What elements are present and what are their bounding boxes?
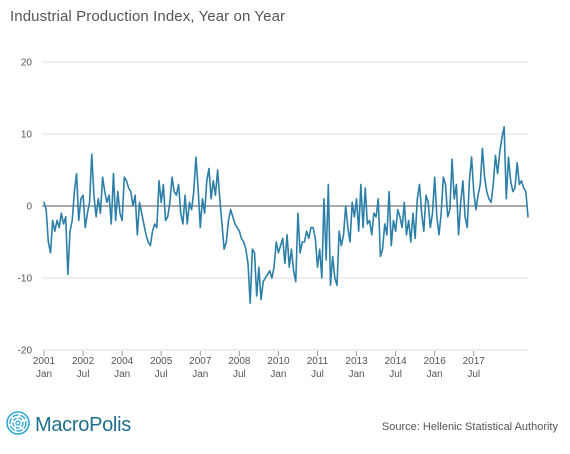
series-layer	[43, 126, 529, 305]
x-tick-year-label: 2002	[72, 356, 95, 367]
x-tick-month-label: Jan	[114, 369, 130, 380]
x-tick-month-label: Jan	[427, 369, 443, 380]
source-note: Source: Hellenic Statistical Authority	[381, 421, 558, 433]
x-tick-month-label: Jan	[348, 369, 364, 380]
y-tick-label: -10	[18, 274, 33, 285]
y-tick-label: 0	[26, 202, 32, 213]
macropolis-logo[interactable]: MacroPolis	[6, 410, 131, 440]
x-tick-month-label: Jan	[36, 369, 52, 380]
chart-title: Industrial Production Index, Year on Yea…	[10, 8, 286, 25]
x-tick-year-label: 2005	[150, 356, 173, 367]
x-tick-year-label: 2010	[267, 356, 290, 367]
x-tick-year-label: 2008	[228, 356, 251, 367]
x-tick-year-label: 2001	[33, 356, 56, 367]
x-tick-month-label: Jul	[77, 369, 90, 380]
x-tick-month-label: Jan	[192, 369, 208, 380]
x-axis-tick-labels: 2001 Jan 2002 Jul 2004 Jan 2005 Jul 2007 Jan 2008 J…	[33, 351, 485, 380]
x-tick-year-label: 2013	[345, 356, 368, 367]
y-tick-label: 10	[21, 130, 33, 141]
x-tick-month-label: Jul	[311, 369, 324, 380]
fingerprint-globe-icon	[6, 410, 30, 440]
y-tick-label: -20	[18, 346, 33, 357]
x-tick-year-label: 2011	[307, 356, 329, 367]
x-tick-month-label: Jul	[389, 369, 402, 380]
x-tick-year-label: 2014	[384, 356, 407, 367]
x-tick-year-label: 2004	[111, 356, 134, 367]
x-tick-year-label: 2017	[463, 356, 486, 367]
x-tick-year-label: 2016	[424, 356, 447, 367]
series-line	[43, 126, 529, 305]
x-tick-month-label: Jul	[233, 369, 246, 380]
x-tick-month-label: Jul	[155, 369, 168, 380]
x-tick-month-label: Jan	[270, 369, 286, 380]
x-tick-year-label: 2007	[189, 356, 212, 367]
logo-text: MacroPolis	[35, 413, 131, 436]
x-tick-month-label: Jul	[467, 369, 480, 380]
y-tick-label: 20	[21, 58, 33, 69]
y-axis-tick-labels: -20 -10 0 10 20	[18, 58, 33, 357]
